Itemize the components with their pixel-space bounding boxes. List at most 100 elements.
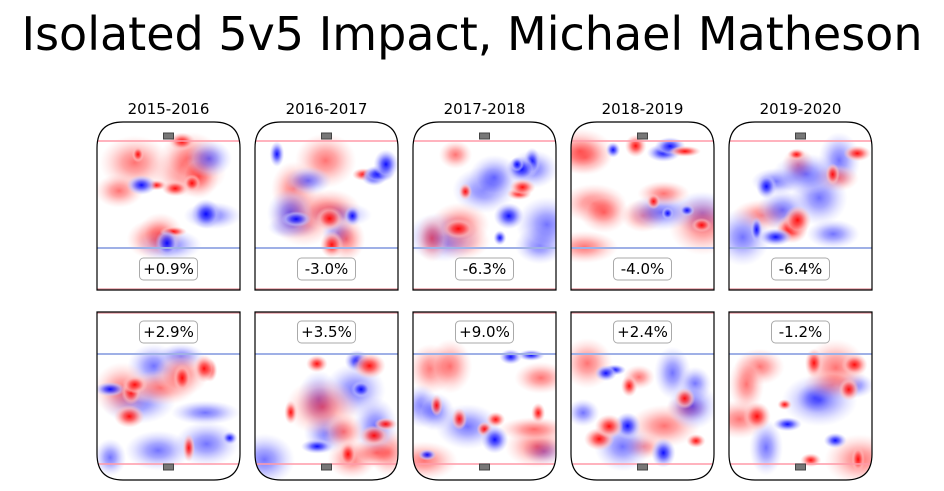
density-blob	[373, 149, 398, 180]
rink-panel	[97, 131, 240, 290]
impact-value: -3.0%	[305, 260, 349, 278]
density-blob	[594, 365, 617, 382]
density-blob	[516, 196, 556, 253]
rink-outline	[412, 121, 557, 291]
density-blob	[772, 153, 840, 195]
density-blob	[620, 375, 638, 397]
density-blob	[284, 166, 332, 195]
density-blob	[161, 180, 189, 197]
density-blob	[306, 355, 328, 373]
density-blob	[320, 231, 344, 258]
impact-label-box	[771, 320, 830, 344]
density-blob	[571, 128, 614, 174]
density-blob	[823, 432, 847, 449]
rink-panel	[255, 133, 398, 290]
density-blob	[674, 387, 696, 409]
goal-net	[795, 463, 806, 471]
density-blob	[193, 354, 215, 383]
goal-net	[321, 463, 332, 471]
rink-outline	[96, 311, 241, 481]
rink-outline	[570, 311, 715, 481]
rink-outline	[412, 311, 557, 481]
density-blob	[841, 353, 868, 376]
rink-panel	[729, 131, 872, 290]
density-blob	[514, 361, 556, 394]
density-blob	[97, 381, 126, 397]
impact-label-box	[771, 257, 830, 281]
density-blob	[605, 142, 621, 158]
goal-net	[321, 132, 332, 140]
density-blob	[182, 434, 195, 462]
density-blob	[838, 378, 859, 401]
season-label: 2018-2019	[602, 100, 684, 118]
density-blob	[743, 402, 771, 431]
goal-net	[637, 463, 648, 471]
rink-panel	[255, 312, 398, 480]
density-blob	[438, 140, 473, 169]
impact-value: +2.4%	[617, 323, 668, 341]
density-blob	[269, 141, 285, 167]
density-blob	[413, 441, 458, 480]
season-label: 2019-2020	[760, 100, 842, 118]
rink-outline	[570, 121, 715, 291]
density-blob	[300, 439, 334, 454]
density-blob	[428, 339, 473, 394]
density-blob	[458, 183, 473, 200]
rink-outline	[728, 311, 873, 481]
density-blob	[186, 139, 233, 178]
density-blob	[281, 211, 312, 228]
density-blob	[221, 431, 238, 445]
goal-net	[163, 463, 174, 471]
density-blob	[686, 433, 706, 448]
density-blob	[418, 449, 437, 461]
density-blob	[579, 191, 629, 233]
density-blob	[773, 417, 802, 432]
impact-label-box	[613, 320, 672, 344]
density-blob	[756, 174, 777, 199]
density-blob	[498, 417, 556, 442]
density-blob	[339, 441, 357, 468]
density-blob	[451, 408, 468, 430]
impact-label-box	[139, 257, 198, 281]
impact-label-box	[455, 320, 514, 344]
density-blob	[191, 199, 221, 229]
density-blob	[255, 433, 295, 480]
rink-panel	[413, 140, 556, 290]
rink-panel	[571, 128, 714, 290]
density-blob	[131, 146, 145, 163]
density-blob	[441, 218, 475, 240]
density-blob	[668, 145, 702, 157]
density-blob	[806, 219, 860, 249]
rink-outline	[254, 311, 399, 481]
impact-label-box	[455, 257, 514, 281]
rink-outline	[254, 121, 399, 291]
goal-net	[637, 132, 648, 140]
density-blob	[510, 157, 524, 172]
density-blob	[749, 419, 784, 476]
density-blob	[509, 179, 536, 196]
rink-panel	[571, 312, 714, 472]
density-blob	[691, 217, 712, 233]
density-blob	[729, 356, 765, 413]
density-blob	[481, 425, 509, 454]
density-blob	[646, 193, 661, 210]
density-blob	[843, 145, 872, 162]
season-label: 2017-2018	[444, 100, 526, 118]
impact-label-box	[613, 257, 672, 281]
density-blob	[344, 206, 361, 226]
season-label: 2015-2016	[128, 100, 210, 118]
rink-panel	[729, 312, 872, 480]
density-blob	[825, 163, 840, 186]
density-blob	[122, 375, 148, 394]
density-blob	[493, 202, 524, 230]
density-blob	[651, 438, 676, 468]
goal-net	[163, 132, 174, 140]
density-blob	[787, 148, 806, 161]
density-blob	[155, 229, 179, 258]
density-blob	[284, 400, 298, 425]
density-blob	[430, 394, 443, 417]
density-blob	[637, 181, 690, 207]
density-blob	[349, 437, 398, 468]
impact-value: -6.3%	[463, 260, 507, 278]
